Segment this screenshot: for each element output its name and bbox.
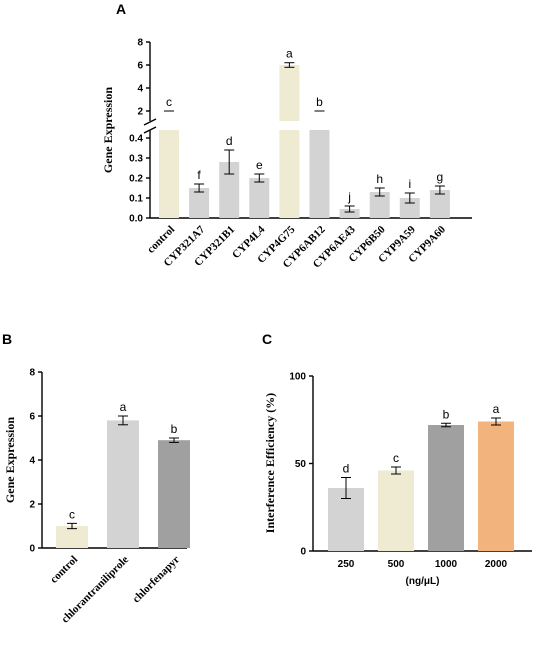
bar-cyp9a60 [429,190,450,218]
bar-cyp321a7 [189,188,210,218]
x-axis-title: (ng/μL) [406,576,440,587]
y-tick-label: 8 [29,368,35,379]
bar-cyp9a60-significance-letter: g [437,170,444,184]
bar-cyp6b50-significance-letter: h [376,172,383,186]
chart-panel-c: 0 50 100 Interference Efficiency (%) d 250 c 50… [263,372,532,587]
y-tick-label: 2 [137,107,143,118]
y-tick-label: 4 [29,456,35,467]
y-tick-label: 6 [29,412,35,423]
bar-control [159,130,179,218]
y-tick-label: 6 [137,61,143,72]
bar-cyp321b1-significance-letter: d [226,134,233,148]
bar-cyp4l4 [249,178,270,218]
y-axis-title: Interference Efficiency (%) [263,393,277,533]
axis-break-mark-bottom [143,126,157,134]
x-tick-label-2000: 2000 [485,559,508,570]
x-tick-label-500: 500 [388,559,405,570]
y-tick-label: 0 [29,544,35,555]
panel-letter-a: A [116,1,126,17]
bar-2000 [478,421,514,551]
bar-cyp6ae43-significance-letter: j [347,190,351,204]
bar-chlorfenapyr [158,440,190,548]
bar-chlorantraniliprole-significance-letter: a [120,400,127,414]
bar-cyp4l4-significance-letter: e [256,158,263,172]
bar-cyp9a59-significance-letter: i [408,177,411,191]
x-tick-label-chlorfenapyr: chlorfenapyr [130,554,182,606]
bar-control-significance-letter: c [166,95,172,109]
bar-cyp6ab12-significance-letter: b [316,95,323,109]
bar-1000-significance-letter: b [443,407,450,421]
y-tick-label: 0.3 [129,154,143,165]
bar-cyp6ab12 [309,130,330,218]
y-tick-label: 0.0 [129,214,143,225]
y-tick-label: 0 [300,547,306,558]
x-tick-label-1000: 1000 [435,559,458,570]
axis-break-mark-top [143,118,157,126]
x-tick-label-250: 250 [338,559,355,570]
bar-2000-significance-letter: a [493,402,500,416]
y-axis-title: Gene Expression [3,417,17,503]
bar-cyp4g75-lower [279,130,300,218]
y-tick-label: 0.2 [129,174,143,185]
bar-1000 [428,425,464,551]
bar-cyp4g75 [279,65,300,121]
y-axis-title: Gene Expression [101,87,115,173]
bar-500 [378,470,414,551]
bar-chlorfenapyr-significance-letter: b [171,422,178,436]
bar-cyp6ae43 [339,209,360,218]
bar-cyp321b1 [219,162,240,218]
y-tick-label: 0.4 [129,134,143,145]
bar-500-significance-letter: c [393,451,399,465]
bar-cyp321a7-significance-letter: f [197,168,201,182]
bar-250-significance-letter: d [343,462,350,476]
panel-letter-c: C [262,331,272,347]
bar-control-significance-letter: c [69,507,75,521]
panel-letter-b: B [2,331,12,347]
y-tick-label: 4 [137,84,143,95]
bar-cyp4g75-significance-letter: a [286,47,293,61]
bar-control [56,526,88,548]
y-tick-label: 2 [29,500,35,511]
bar-cyp6b50 [369,192,390,218]
bar-chlorantraniliprole [107,420,139,548]
y-tick-label: 100 [289,372,306,383]
y-tick-label: 8 [137,38,143,49]
x-tick-label-control: control [48,554,80,586]
y-tick-label: 50 [295,459,307,470]
y-tick-label: 0.1 [129,194,143,205]
